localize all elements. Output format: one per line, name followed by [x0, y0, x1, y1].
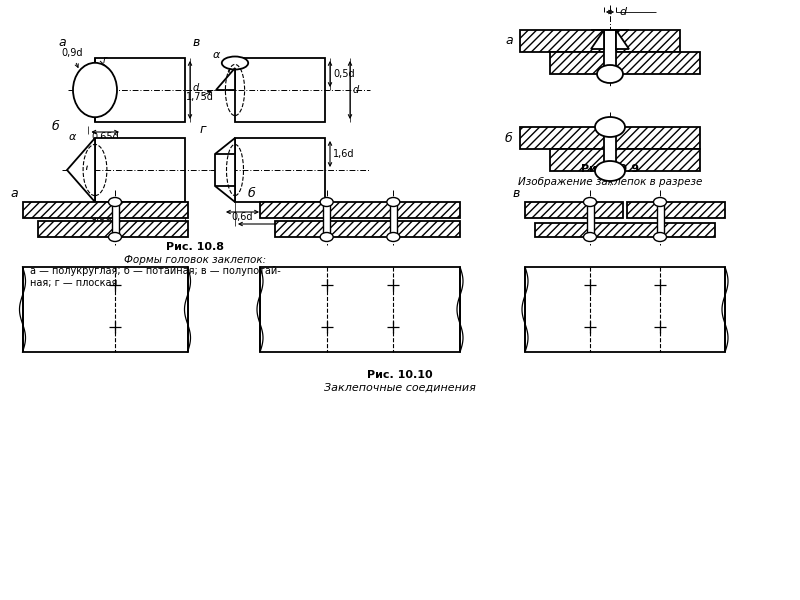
Ellipse shape — [654, 197, 666, 206]
Bar — [95, 58, 185, 122]
Polygon shape — [67, 138, 95, 202]
Polygon shape — [591, 30, 604, 49]
Text: г: г — [200, 123, 206, 136]
Text: 1,6d: 1,6d — [333, 149, 354, 159]
Text: d: d — [353, 85, 359, 95]
Polygon shape — [216, 68, 235, 90]
Bar — [390, 202, 397, 237]
Polygon shape — [215, 138, 235, 202]
Text: 0,65d: 0,65d — [91, 132, 119, 142]
Polygon shape — [616, 30, 629, 49]
Bar — [520, 127, 700, 149]
Ellipse shape — [320, 232, 333, 241]
Text: Рис. 10.9: Рис. 10.9 — [581, 164, 639, 174]
Bar — [111, 202, 118, 237]
Bar — [525, 267, 725, 352]
Text: α: α — [69, 132, 76, 142]
Text: r: r — [103, 55, 107, 65]
Bar — [586, 202, 594, 237]
Text: 0,5d: 0,5d — [90, 212, 112, 222]
Text: б: б — [248, 187, 256, 200]
Text: а: а — [505, 34, 513, 47]
Bar — [235, 138, 325, 202]
Ellipse shape — [320, 197, 333, 206]
Text: а: а — [10, 187, 18, 200]
Ellipse shape — [109, 232, 122, 241]
Bar — [657, 202, 663, 237]
Bar — [260, 202, 460, 218]
Text: ная; г — плоская.: ная; г — плоская. — [30, 278, 120, 288]
Text: а — полукруглая; б — потайная; в — полупотай-: а — полукруглая; б — потайная; в — полуп… — [30, 266, 281, 276]
Bar — [627, 202, 725, 218]
Bar — [22, 202, 187, 218]
Ellipse shape — [595, 117, 625, 137]
Ellipse shape — [387, 232, 400, 241]
Bar — [535, 223, 715, 237]
Ellipse shape — [73, 63, 117, 117]
Bar — [22, 267, 187, 352]
Ellipse shape — [654, 232, 666, 241]
Text: в: в — [193, 36, 200, 49]
Bar — [235, 58, 325, 122]
Text: L: L — [277, 224, 283, 234]
Text: в: в — [513, 187, 520, 200]
Text: Формы головок заклепок:: Формы головок заклепок: — [124, 255, 266, 265]
Text: Заклепочные соединения: Заклепочные соединения — [324, 383, 476, 393]
Bar — [525, 202, 623, 218]
Bar — [550, 52, 700, 74]
Bar — [275, 221, 460, 237]
Text: α: α — [213, 50, 220, 60]
Text: 0,6d: 0,6d — [232, 212, 254, 222]
Text: а: а — [58, 36, 66, 49]
Bar — [95, 138, 185, 202]
Text: d: d — [193, 83, 199, 93]
Bar — [520, 30, 680, 52]
Text: б: б — [505, 131, 513, 145]
Bar — [260, 267, 460, 352]
Bar — [323, 202, 330, 237]
Text: Рис. 10.8: Рис. 10.8 — [166, 242, 224, 252]
Text: б: б — [52, 120, 60, 133]
Text: 0,9d: 0,9d — [61, 48, 82, 67]
Text: Рис. 10.10: Рис. 10.10 — [367, 370, 433, 380]
Text: Изображение заклепок в разрезе: Изображение заклепок в разрезе — [518, 177, 702, 187]
Text: 0,5d: 0,5d — [333, 69, 354, 79]
Ellipse shape — [222, 56, 248, 70]
Bar — [604, 127, 616, 171]
Ellipse shape — [597, 65, 623, 83]
Bar — [38, 221, 187, 237]
Ellipse shape — [583, 197, 597, 206]
Ellipse shape — [387, 197, 400, 206]
Ellipse shape — [583, 232, 597, 241]
Ellipse shape — [109, 197, 122, 206]
Text: 1,75d: 1,75d — [186, 91, 214, 101]
Bar — [604, 30, 616, 74]
Text: d: d — [619, 7, 626, 17]
Ellipse shape — [595, 161, 625, 181]
Bar — [550, 149, 700, 171]
Text: L: L — [137, 224, 143, 234]
